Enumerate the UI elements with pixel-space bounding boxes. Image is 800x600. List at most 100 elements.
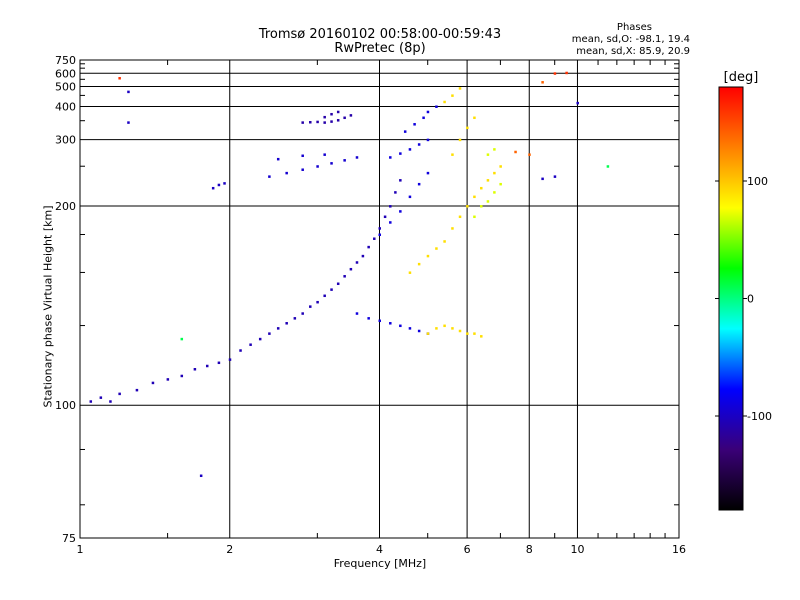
data-point [343,275,346,278]
data-point [301,168,304,171]
data-point [473,195,476,199]
data-point [180,337,184,341]
data-point [458,329,462,333]
colorbar-gradient [718,86,744,511]
y-tick-label: 750 [55,54,76,67]
data-point [228,358,232,361]
y-tick-label: 600 [55,67,76,80]
data-point [323,115,326,119]
data-point [343,116,346,120]
data-point [458,87,462,90]
data-point [355,312,359,315]
data-point [458,215,462,219]
data-point [367,317,370,320]
data-point [417,329,421,333]
y-tick-label: 300 [55,134,76,147]
data-point [435,327,438,330]
data-point [276,327,280,330]
data-point [417,262,421,266]
data-point [223,182,226,185]
data-point [378,227,381,230]
data-point [408,271,412,274]
data-point [309,121,312,124]
data-point [89,400,93,403]
data-point [127,121,130,124]
data-point [493,191,496,194]
data-point [151,381,155,385]
x-tick-label: 10 [570,543,584,556]
data-point [109,400,112,403]
data-point [301,312,304,315]
colorbar-tick-label: 100 [747,175,768,188]
data-point [389,221,392,224]
data-point [451,327,454,330]
data-point [466,332,469,335]
data-point [408,327,412,330]
data-point [473,332,476,335]
data-point [458,138,462,142]
x-axis-ticks: 1 2 4 6 8 10 16 [77,60,686,556]
x-axis-label: Frequency [MHz] [333,557,427,570]
x-tick-label: 2 [226,543,233,556]
data-point [293,317,297,320]
data-point [316,300,319,304]
phase-stats-heading: Phases [616,22,652,33]
data-point [217,183,221,187]
data-point [553,72,557,75]
data-point [367,245,370,249]
data-point [493,171,496,175]
data-point [480,335,483,338]
data-point [361,254,365,258]
data-point [301,154,304,158]
data-point [127,90,130,94]
colorbar-unit-label: [deg] [723,70,759,85]
data-point [355,156,359,159]
data-point [443,100,446,104]
data-point [408,148,412,151]
data-point [408,195,412,199]
x-tick-label: 8 [526,543,533,556]
data-point [276,157,280,161]
data-point [285,171,288,175]
data-point [211,186,215,190]
x-tick-label: 16 [672,543,686,556]
data-point [443,240,446,243]
data-point [399,179,402,182]
data-point [309,305,312,308]
chart-title: Tromsø 20160102 00:58:00-00:59:43 [258,27,502,42]
y-tick-label: 200 [55,200,76,213]
data-point [389,322,392,325]
data-point [343,159,346,162]
data-point [373,237,376,240]
data-point [193,368,197,371]
phase-stats-x: mean, sd,X: 85.9, 20.9 [576,46,690,57]
data-point [378,233,381,237]
data-point [268,175,271,178]
data-point [336,110,340,114]
data-point [355,261,359,264]
data-point [285,322,288,325]
data-point [417,143,421,146]
data-point [606,165,610,168]
data-point [499,165,502,168]
data-point [399,324,402,328]
data-point [426,171,430,175]
data-point [118,77,121,80]
data-point [480,186,483,190]
data-point [166,378,170,381]
data-points [89,71,610,478]
data-point [330,288,333,291]
data-point [383,215,387,219]
data-point [499,182,502,186]
data-point [378,319,381,323]
data-point [413,123,416,126]
data-point [426,332,430,335]
data-point [336,119,340,122]
data-point [316,165,319,168]
x-tick-label: 6 [464,543,471,556]
data-point [180,374,184,378]
data-point [249,343,252,346]
data-point [323,121,326,124]
data-point [389,156,392,159]
